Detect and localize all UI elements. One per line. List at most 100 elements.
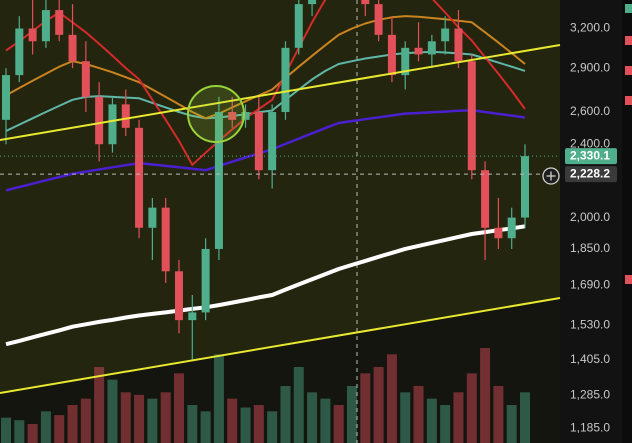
- volume-bar: [493, 386, 504, 443]
- moving-average: [5, 15, 526, 120]
- y-tick-label: 3,200.0: [570, 21, 610, 35]
- volume-bar: [67, 405, 78, 443]
- side-marker: [625, 4, 632, 13]
- candle-body: [28, 28, 37, 42]
- volume-bar: [466, 373, 477, 443]
- volume-bar: [307, 392, 318, 443]
- volume-bar: [386, 354, 397, 443]
- last-price-tag: [565, 148, 617, 165]
- volume-bar: [373, 367, 384, 443]
- volume-bar: [134, 394, 145, 443]
- volume-layer: [1, 348, 530, 443]
- volume-bar: [506, 405, 517, 443]
- y-tick-label: 1,530.0: [570, 318, 610, 332]
- price-axis: 3,200.0 2,900.0 2,600.0 2,400.0 2,000.0 1,850…: [565, 21, 617, 434]
- volume-bar: [440, 405, 451, 443]
- candle-body: [414, 47, 423, 55]
- candle-body: [108, 104, 117, 145]
- candle-body: [374, 4, 383, 35]
- y-tick-label: 2,400.0: [570, 136, 610, 150]
- candle-body: [294, 4, 303, 48]
- candle-body: [507, 217, 516, 239]
- highlight-circle: [187, 85, 245, 143]
- y-tick-label: 2,000.0: [570, 210, 610, 224]
- candle-body: [135, 127, 144, 228]
- volume-bar: [227, 398, 238, 443]
- volume-bar: [360, 373, 371, 443]
- candle-body: [228, 112, 237, 120]
- last-price-label: 2,330.1: [570, 148, 610, 162]
- volume-bar: [347, 386, 357, 443]
- price-axis-pane: [560, 0, 622, 443]
- candle-body: [68, 34, 77, 62]
- volume-bar: [240, 407, 251, 443]
- candle-body: [361, 0, 370, 5]
- crosshair-tag: [565, 166, 617, 183]
- y-tick-label: 1,690.0: [570, 278, 610, 292]
- candle-body: [387, 34, 396, 76]
- candle-body: [175, 271, 183, 321]
- candle-body: [95, 96, 104, 145]
- volume-bar: [54, 415, 65, 443]
- volume-bar: [187, 405, 198, 443]
- candle-body: [454, 28, 463, 62]
- candle-body: [401, 47, 410, 76]
- plot-layer: [0, 0, 560, 362]
- volume-bar: [280, 386, 291, 443]
- volume-bar: [200, 411, 211, 443]
- candle-body: [2, 75, 10, 120]
- y-tick-label: 2,900.0: [570, 60, 610, 74]
- moving-average: [5, 108, 526, 192]
- candle-body: [494, 227, 503, 239]
- side-marker: [625, 66, 632, 75]
- candle-body: [214, 112, 223, 249]
- y-tick-label: 2,600.0: [570, 104, 610, 118]
- volume-bar: [320, 398, 331, 443]
- volume-bar: [14, 420, 25, 443]
- volume-bar: [80, 398, 91, 443]
- candle-body: [41, 10, 50, 42]
- volume-bar: [120, 392, 131, 443]
- volume-bar: [40, 411, 51, 443]
- trendline-upper: [0, 44, 561, 141]
- volume-bar: [253, 405, 264, 443]
- volume-bar: [160, 392, 171, 443]
- candle-body: [121, 104, 130, 128]
- volume-bar: [27, 424, 38, 443]
- candle-body: [427, 41, 436, 55]
- candle-body: [161, 207, 170, 272]
- side-marker: [625, 275, 632, 284]
- y-tick-label: 1,405.0: [570, 352, 610, 366]
- side-marker: [625, 36, 632, 45]
- moving-average: [5, 0, 526, 166]
- volume-bar: [453, 392, 464, 443]
- candle-body: [441, 28, 450, 42]
- y-tick-label: 1,185.0: [570, 420, 610, 434]
- candle-body: [241, 112, 250, 120]
- y-tick-label: 1,850.0: [570, 241, 610, 255]
- volume-bar: [94, 367, 105, 443]
- candle-body: [467, 61, 476, 171]
- candle-body: [254, 112, 263, 171]
- volume-bar: [400, 392, 411, 443]
- candle-body: [81, 61, 90, 97]
- candle-body: [201, 248, 210, 313]
- y-tick-label: 1,285.0: [570, 388, 610, 402]
- trendline-lower: [0, 297, 561, 394]
- candle-body: [481, 170, 490, 228]
- candle-body: [148, 207, 157, 228]
- side-marker: [625, 96, 632, 105]
- crosshair-label: 2,228.2: [570, 166, 610, 180]
- candle-body: [308, 0, 317, 5]
- volume-bar: [107, 379, 118, 443]
- side-strip: [622, 0, 632, 443]
- moving-average: [5, 224, 526, 347]
- candle-body: [281, 47, 290, 113]
- volume-bar: [480, 348, 491, 443]
- volume-bar: [147, 398, 158, 443]
- candle-body: [15, 28, 24, 76]
- volume-bar: [413, 386, 424, 443]
- volume-bar: [267, 411, 278, 443]
